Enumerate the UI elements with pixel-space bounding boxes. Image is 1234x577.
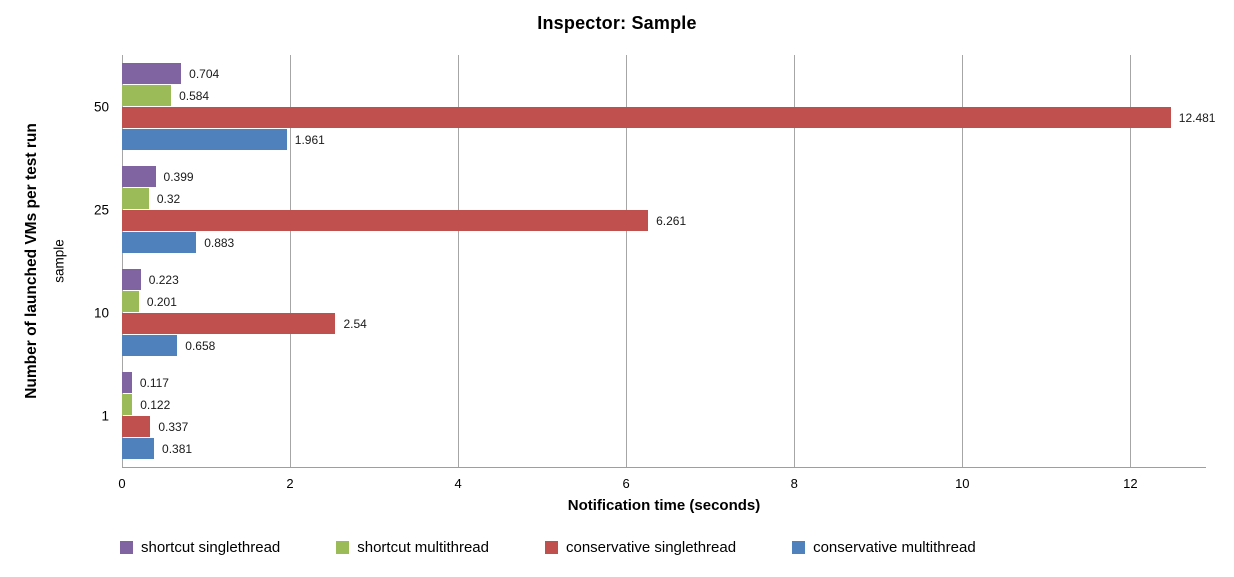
legend-item-conservative-multithread: conservative multithread bbox=[792, 539, 976, 556]
bar-conservative-multithread bbox=[122, 129, 287, 150]
category-label: 10 bbox=[93, 305, 109, 320]
gridline bbox=[122, 55, 123, 467]
bar-value-label: 0.32 bbox=[156, 191, 181, 206]
category-label: 50 bbox=[93, 99, 109, 114]
legend-swatch-shortcut-multithread bbox=[336, 541, 350, 554]
bar-value-label: 0.381 bbox=[162, 441, 193, 456]
bar-row: 0.117 bbox=[122, 372, 1206, 393]
category-band-1: 1 0.117 0.122 0.337 0.381 bbox=[101, 364, 1206, 467]
bar-row: 2.54 bbox=[122, 313, 1206, 334]
x-axis-title: Notification time (seconds) bbox=[567, 497, 761, 514]
bar-row: 0.704 bbox=[122, 63, 1206, 84]
bar-row: 0.201 bbox=[122, 291, 1206, 312]
x-tick-label: 4 bbox=[454, 476, 462, 491]
gridline bbox=[794, 55, 796, 467]
category-label: 25 bbox=[93, 202, 109, 217]
bar-conservative-multithread bbox=[122, 335, 178, 356]
legend-label: conservative multithread bbox=[813, 539, 976, 556]
bar-shortcut-multithread bbox=[122, 188, 149, 209]
bar-value-label: 0.399 bbox=[163, 169, 194, 184]
bar-value-label: 0.122 bbox=[140, 397, 171, 412]
x-tick-label: 12 bbox=[1123, 476, 1138, 491]
bar-shortcut-singlethread bbox=[122, 166, 156, 187]
bar-value-label: 0.201 bbox=[146, 294, 177, 309]
bar-value-label: 2.54 bbox=[343, 316, 367, 331]
bar-conservative-multithread bbox=[122, 232, 197, 253]
gridline bbox=[626, 55, 628, 467]
bar-shortcut-singlethread bbox=[122, 269, 141, 290]
bar-value-label: 1.961 bbox=[294, 132, 325, 147]
legend-label: conservative singlethread bbox=[565, 539, 737, 556]
bar-value-label: 0.883 bbox=[204, 235, 235, 250]
legend-label: shortcut multithread bbox=[357, 539, 489, 556]
bar-value-label: 0.704 bbox=[189, 66, 220, 81]
bar-conservative-singlethread bbox=[122, 210, 649, 231]
bar-value-label: 0.117 bbox=[139, 375, 169, 390]
bar-shortcut-singlethread bbox=[122, 63, 182, 84]
bar-value-label: 0.223 bbox=[148, 272, 179, 287]
category-band-10: 10 0.223 0.201 2.54 0.658 bbox=[94, 261, 1206, 364]
x-tick-label: 2 bbox=[286, 476, 294, 491]
bar-value-label: 0.337 bbox=[158, 419, 189, 434]
bar-row: 0.122 bbox=[122, 394, 1206, 415]
bar-row: 0.337 bbox=[122, 416, 1206, 437]
bar-conservative-singlethread bbox=[122, 416, 151, 437]
legend-item-conservative-singlethread: conservative singlethread bbox=[544, 539, 737, 556]
bar-row: 0.883 bbox=[122, 232, 1206, 253]
bar-row: 0.381 bbox=[122, 438, 1206, 459]
bar-row: 0.658 bbox=[122, 335, 1206, 356]
bar-shortcut-multithread bbox=[122, 85, 172, 106]
legend-item-shortcut-singlethread: shortcut singlethread bbox=[120, 539, 280, 556]
bar-row: 0.399 bbox=[122, 166, 1206, 187]
legend-swatch-conservative-multithread bbox=[792, 541, 806, 554]
legend-label: shortcut singlethread bbox=[141, 539, 281, 556]
bar-conservative-singlethread bbox=[122, 313, 336, 334]
bar-shortcut-multithread bbox=[122, 291, 139, 312]
legend-swatch-conservative-singlethread bbox=[544, 541, 558, 554]
bar-value-label: 12.481 bbox=[1178, 110, 1216, 125]
gridline bbox=[458, 55, 460, 467]
category-band-50: 50 0.704 0.584 12.481 1.961 bbox=[94, 55, 1215, 158]
y-axis-title-secondary: sample bbox=[51, 239, 67, 283]
plot-area: 0 2 4 6 8 10 12 50 0.704 0.584 12.481 1.961 25 0.399 0… bbox=[94, 55, 1215, 491]
bar-value-label: 6.261 bbox=[656, 213, 687, 228]
category-band-25: 25 0.399 0.32 6.261 0.883 bbox=[94, 158, 1206, 261]
bar-row: 12.481 bbox=[122, 107, 1215, 128]
bar-row: 0.584 bbox=[122, 85, 1206, 106]
bar-shortcut-multithread bbox=[122, 394, 133, 415]
gridline bbox=[290, 55, 292, 467]
bar-shortcut-singlethread bbox=[122, 372, 132, 393]
bar-row: 0.223 bbox=[122, 269, 1206, 290]
legend-item-shortcut-multithread: shortcut multithread bbox=[336, 539, 489, 556]
bar-value-label: 0.584 bbox=[179, 88, 210, 103]
bar-conservative-multithread bbox=[122, 438, 155, 459]
bar-row: 6.261 bbox=[122, 210, 1206, 231]
x-tick-label: 10 bbox=[955, 476, 970, 491]
chart-title: Inspector: Sample bbox=[537, 13, 697, 33]
x-tick-label: 0 bbox=[118, 476, 126, 491]
bar-value-label: 0.658 bbox=[185, 338, 216, 353]
x-tick-label: 8 bbox=[790, 476, 798, 491]
y-axis-title: Number of launched VMs per test run bbox=[23, 123, 40, 399]
bar-conservative-singlethread bbox=[122, 107, 1171, 128]
legend: shortcut singlethread shortcut multithrea… bbox=[120, 539, 976, 556]
legend-swatch-shortcut-singlethread bbox=[120, 541, 133, 554]
bar-row: 0.32 bbox=[122, 188, 1206, 209]
x-tick-label: 6 bbox=[622, 476, 630, 491]
gridline bbox=[1130, 55, 1132, 467]
category-label: 1 bbox=[101, 408, 109, 423]
gridline bbox=[962, 55, 964, 467]
bar-row: 1.961 bbox=[122, 129, 1206, 150]
